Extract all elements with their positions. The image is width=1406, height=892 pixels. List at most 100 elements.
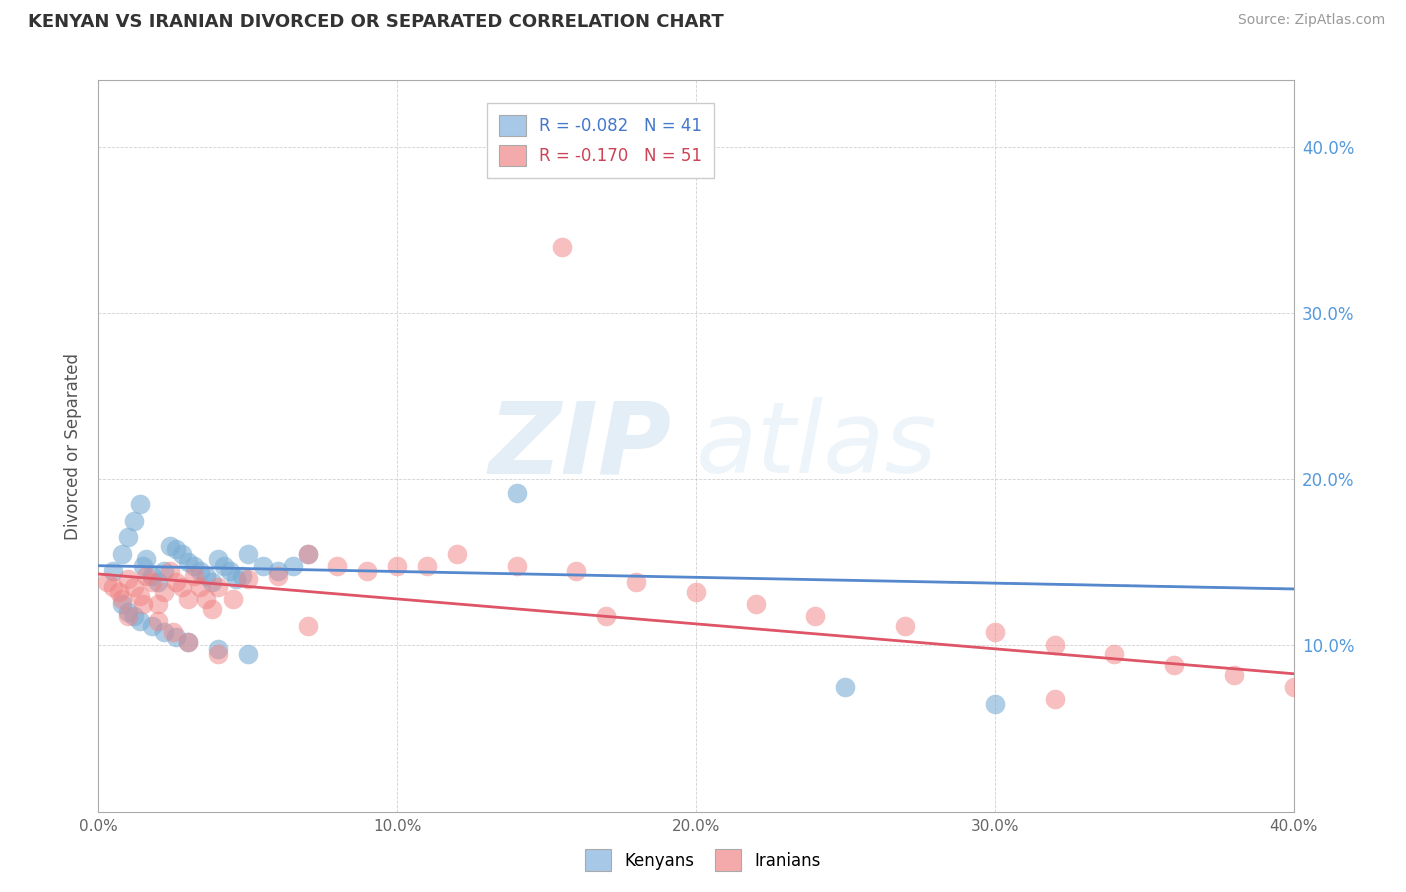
Point — [207, 552, 229, 566]
Point — [894, 618, 917, 632]
Point — [506, 558, 529, 573]
Point — [297, 547, 319, 561]
Point — [111, 547, 134, 561]
Point — [595, 608, 617, 623]
Point — [231, 568, 253, 582]
Point — [212, 558, 235, 573]
Point — [129, 614, 152, 628]
Point — [129, 589, 152, 603]
Point — [267, 568, 290, 582]
Point — [117, 572, 139, 586]
Point — [267, 564, 290, 578]
Point — [236, 547, 259, 561]
Legend: Kenyans, Iranians: Kenyans, Iranians — [576, 841, 830, 880]
Text: atlas: atlas — [696, 398, 938, 494]
Point — [222, 591, 245, 606]
Point — [356, 564, 378, 578]
Point — [834, 680, 856, 694]
Point — [1043, 639, 1066, 653]
Point — [685, 585, 707, 599]
Point — [745, 597, 768, 611]
Point — [1043, 691, 1066, 706]
Point — [326, 558, 349, 573]
Point — [141, 575, 163, 590]
Point — [550, 239, 572, 253]
Point — [103, 564, 125, 578]
Point — [385, 558, 409, 573]
Point — [135, 568, 157, 582]
Point — [148, 575, 170, 590]
Point — [108, 585, 131, 599]
Point — [124, 608, 146, 623]
Point — [201, 602, 224, 616]
Point — [153, 625, 176, 640]
Point — [1223, 668, 1246, 682]
Text: ZIP: ZIP — [489, 398, 672, 494]
Point — [148, 614, 170, 628]
Point — [565, 564, 588, 578]
Point — [148, 597, 170, 611]
Point — [1282, 680, 1305, 694]
Point — [132, 597, 155, 611]
Point — [236, 572, 259, 586]
Point — [188, 564, 211, 578]
Point — [183, 558, 205, 573]
Point — [96, 575, 118, 590]
Point — [172, 547, 194, 561]
Point — [129, 497, 152, 511]
Point — [183, 568, 205, 582]
Text: KENYAN VS IRANIAN DIVORCED OR SEPARATED CORRELATION CHART: KENYAN VS IRANIAN DIVORCED OR SEPARATED … — [28, 13, 724, 31]
Point — [1163, 658, 1185, 673]
Y-axis label: Divorced or Separated: Divorced or Separated — [65, 352, 83, 540]
Point — [1104, 647, 1126, 661]
Point — [103, 580, 125, 594]
Point — [177, 591, 200, 606]
Point — [124, 514, 146, 528]
Point — [117, 530, 139, 544]
Legend: R = -0.082   N = 41, R = -0.170   N = 51: R = -0.082 N = 41, R = -0.170 N = 51 — [488, 103, 713, 178]
Point — [162, 625, 184, 640]
Point — [172, 580, 194, 594]
Point — [153, 564, 176, 578]
Point — [207, 641, 229, 656]
Point — [446, 547, 468, 561]
Point — [804, 608, 827, 623]
Point — [225, 572, 247, 586]
Point — [236, 647, 259, 661]
Point — [141, 618, 163, 632]
Point — [177, 555, 200, 569]
Point — [281, 558, 304, 573]
Point — [124, 580, 146, 594]
Point — [135, 552, 157, 566]
Point — [111, 597, 134, 611]
Point — [297, 618, 319, 632]
Point — [141, 568, 163, 582]
Point — [165, 542, 187, 557]
Point — [219, 564, 242, 578]
Point — [207, 580, 229, 594]
Point — [111, 591, 134, 606]
Point — [506, 485, 529, 500]
Point — [984, 697, 1007, 711]
Point — [117, 608, 139, 623]
Point — [416, 558, 439, 573]
Point — [177, 635, 200, 649]
Point — [297, 547, 319, 561]
Text: Source: ZipAtlas.com: Source: ZipAtlas.com — [1237, 13, 1385, 28]
Point — [165, 575, 187, 590]
Point — [153, 585, 176, 599]
Point — [207, 647, 229, 661]
Point — [984, 625, 1007, 640]
Point — [132, 558, 155, 573]
Point — [201, 575, 224, 590]
Point — [165, 630, 187, 644]
Point — [177, 635, 200, 649]
Point — [626, 575, 648, 590]
Point — [252, 558, 274, 573]
Point — [188, 580, 211, 594]
Point — [195, 568, 218, 582]
Point — [195, 591, 218, 606]
Point — [159, 539, 181, 553]
Point — [159, 564, 181, 578]
Point — [117, 605, 139, 619]
